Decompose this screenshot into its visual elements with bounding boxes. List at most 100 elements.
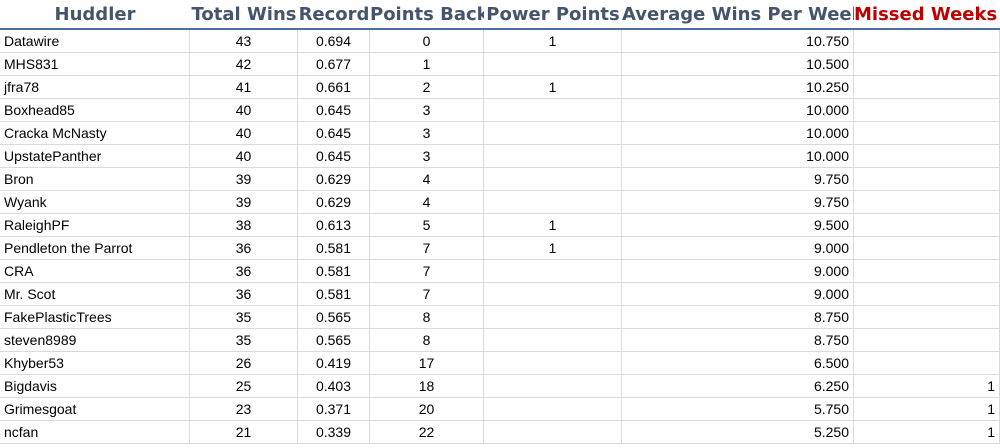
cell-average-wins[interactable]: 10.000 (622, 122, 854, 145)
cell-power-points[interactable] (484, 375, 622, 398)
header-record[interactable]: Record (298, 4, 370, 25)
cell-record[interactable]: 0.613 (298, 214, 370, 237)
cell-huddler[interactable]: CRA (0, 260, 190, 283)
cell-total-wins[interactable]: 25 (190, 375, 298, 398)
cell-huddler[interactable]: Datawire (0, 30, 190, 53)
cell-record[interactable]: 0.645 (298, 122, 370, 145)
cell-average-wins[interactable]: 6.250 (622, 375, 854, 398)
cell-average-wins[interactable]: 9.750 (622, 191, 854, 214)
cell-power-points[interactable] (484, 122, 622, 145)
cell-total-wins[interactable]: 36 (190, 237, 298, 260)
cell-power-points[interactable]: 1 (484, 237, 622, 260)
cell-huddler[interactable]: Boxhead85 (0, 99, 190, 122)
cell-huddler[interactable]: Cracka McNasty (0, 122, 190, 145)
cell-record[interactable]: 0.565 (298, 306, 370, 329)
cell-average-wins[interactable]: 5.250 (622, 421, 854, 444)
cell-power-points[interactable] (484, 145, 622, 168)
cell-points-back[interactable]: 4 (370, 191, 484, 214)
cell-total-wins[interactable]: 23 (190, 398, 298, 421)
cell-points-back[interactable]: 7 (370, 237, 484, 260)
cell-record[interactable]: 0.629 (298, 191, 370, 214)
header-points-back[interactable]: Points Back (370, 4, 484, 25)
cell-record[interactable]: 0.339 (298, 421, 370, 444)
cell-total-wins[interactable]: 42 (190, 53, 298, 76)
cell-huddler[interactable]: steven8989 (0, 329, 190, 352)
cell-record[interactable]: 0.565 (298, 329, 370, 352)
cell-missed-weeks[interactable] (854, 168, 1000, 191)
cell-missed-weeks[interactable] (854, 306, 1000, 329)
cell-huddler[interactable]: Bigdavis (0, 375, 190, 398)
cell-missed-weeks[interactable] (854, 99, 1000, 122)
cell-total-wins[interactable]: 36 (190, 283, 298, 306)
cell-average-wins[interactable]: 6.500 (622, 352, 854, 375)
cell-power-points[interactable] (484, 421, 622, 444)
cell-points-back[interactable]: 3 (370, 99, 484, 122)
cell-total-wins[interactable]: 26 (190, 352, 298, 375)
header-missed-weeks[interactable]: Missed Weeks (854, 4, 998, 25)
cell-missed-weeks[interactable]: 1 (854, 375, 1000, 398)
cell-total-wins[interactable]: 35 (190, 306, 298, 329)
cell-total-wins[interactable]: 39 (190, 168, 298, 191)
cell-power-points[interactable]: 1 (484, 214, 622, 237)
cell-record[interactable]: 0.694 (298, 30, 370, 53)
cell-missed-weeks[interactable] (854, 122, 1000, 145)
cell-points-back[interactable]: 20 (370, 398, 484, 421)
cell-average-wins[interactable]: 9.500 (622, 214, 854, 237)
cell-record[interactable]: 0.645 (298, 99, 370, 122)
cell-record[interactable]: 0.581 (298, 283, 370, 306)
cell-points-back[interactable]: 0 (370, 30, 484, 53)
cell-missed-weeks[interactable] (854, 76, 1000, 99)
cell-points-back[interactable]: 7 (370, 260, 484, 283)
cell-missed-weeks[interactable] (854, 191, 1000, 214)
cell-power-points[interactable] (484, 352, 622, 375)
cell-record[interactable]: 0.581 (298, 237, 370, 260)
cell-total-wins[interactable]: 21 (190, 421, 298, 444)
cell-power-points[interactable] (484, 306, 622, 329)
cell-power-points[interactable] (484, 99, 622, 122)
cell-missed-weeks[interactable] (854, 53, 1000, 76)
cell-missed-weeks[interactable]: 1 (854, 421, 1000, 444)
cell-total-wins[interactable]: 39 (190, 191, 298, 214)
cell-huddler[interactable]: Wyank (0, 191, 190, 214)
cell-power-points[interactable] (484, 398, 622, 421)
cell-power-points[interactable] (484, 53, 622, 76)
cell-record[interactable]: 0.371 (298, 398, 370, 421)
cell-record[interactable]: 0.661 (298, 76, 370, 99)
cell-points-back[interactable]: 4 (370, 168, 484, 191)
cell-total-wins[interactable]: 43 (190, 30, 298, 53)
cell-missed-weeks[interactable] (854, 214, 1000, 237)
header-power-points[interactable]: Power Points (486, 4, 620, 25)
cell-record[interactable]: 0.419 (298, 352, 370, 375)
header-average-wins-per-week[interactable]: Average Wins Per Week (622, 4, 854, 25)
cell-total-wins[interactable]: 36 (190, 260, 298, 283)
cell-average-wins[interactable]: 9.000 (622, 283, 854, 306)
cell-power-points[interactable]: 1 (484, 30, 622, 53)
cell-average-wins[interactable]: 10.750 (622, 30, 854, 53)
cell-huddler[interactable]: Khyber53 (0, 352, 190, 375)
cell-huddler[interactable]: Mr. Scot (0, 283, 190, 306)
cell-total-wins[interactable]: 38 (190, 214, 298, 237)
cell-missed-weeks[interactable] (854, 283, 1000, 306)
cell-points-back[interactable]: 18 (370, 375, 484, 398)
cell-huddler[interactable]: Pendleton the Parrot (0, 237, 190, 260)
cell-points-back[interactable]: 22 (370, 421, 484, 444)
cell-points-back[interactable]: 3 (370, 122, 484, 145)
cell-record[interactable]: 0.645 (298, 145, 370, 168)
cell-total-wins[interactable]: 40 (190, 122, 298, 145)
cell-record[interactable]: 0.677 (298, 53, 370, 76)
cell-record[interactable]: 0.403 (298, 375, 370, 398)
cell-average-wins[interactable]: 8.750 (622, 329, 854, 352)
cell-power-points[interactable] (484, 191, 622, 214)
cell-points-back[interactable]: 5 (370, 214, 484, 237)
cell-average-wins[interactable]: 9.750 (622, 168, 854, 191)
cell-points-back[interactable]: 8 (370, 306, 484, 329)
cell-average-wins[interactable]: 10.000 (622, 99, 854, 122)
cell-total-wins[interactable]: 40 (190, 145, 298, 168)
cell-total-wins[interactable]: 35 (190, 329, 298, 352)
cell-power-points[interactable] (484, 260, 622, 283)
cell-missed-weeks[interactable] (854, 352, 1000, 375)
cell-huddler[interactable]: Grimesgoat (0, 398, 190, 421)
cell-average-wins[interactable]: 10.250 (622, 76, 854, 99)
cell-missed-weeks[interactable] (854, 237, 1000, 260)
cell-missed-weeks[interactable] (854, 145, 1000, 168)
